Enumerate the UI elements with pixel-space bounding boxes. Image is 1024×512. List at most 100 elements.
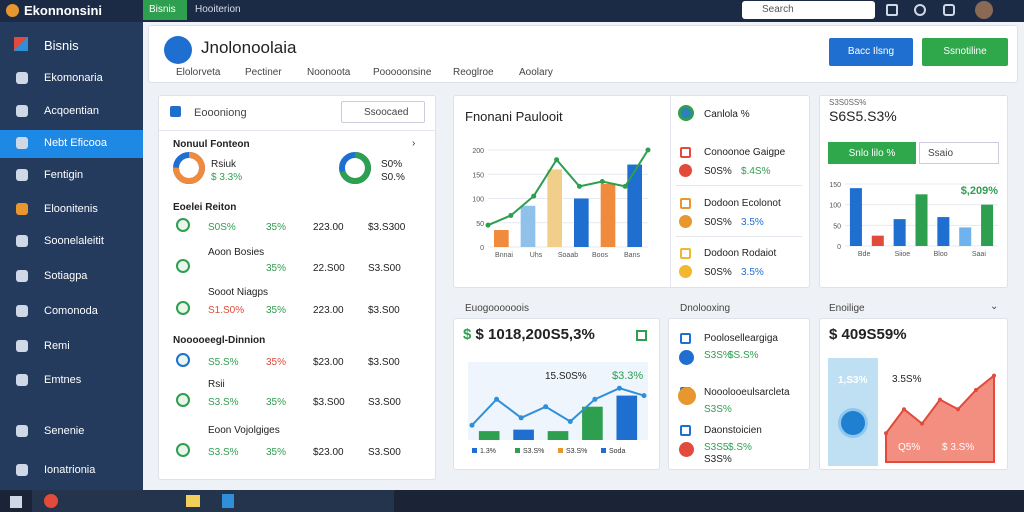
- point: [469, 422, 475, 428]
- nav-item[interactable]: Acqoentian: [44, 105, 100, 117]
- y-tick-label: 150: [472, 172, 484, 179]
- left-panel: [158, 95, 436, 480]
- cell: S0S%: [208, 222, 236, 233]
- logo: [164, 36, 192, 64]
- icon: [680, 425, 691, 436]
- nav-item[interactable]: Comonoda: [44, 305, 98, 317]
- x-tick-label: Bloo: [934, 251, 948, 258]
- point: [938, 397, 942, 402]
- nav-item[interactable]: Emtnes: [44, 374, 82, 386]
- value: $ 3.3%: [211, 172, 243, 183]
- point: [622, 183, 628, 189]
- icon: [14, 37, 28, 51]
- item-value: 3.5%: [741, 217, 764, 228]
- nav-item[interactable]: Eloonitenis: [44, 203, 98, 215]
- avatar[interactable]: [975, 1, 993, 19]
- kpi: $ 409S59%: [829, 326, 907, 343]
- divider: [670, 95, 671, 288]
- icon[interactable]: [914, 4, 926, 16]
- bar: [915, 194, 928, 246]
- line: [487, 149, 649, 227]
- button[interactable]: Snlo lilo %: [828, 142, 916, 164]
- item-value: S3S%: [704, 454, 732, 465]
- icon: [636, 330, 647, 341]
- point: [956, 407, 960, 412]
- nav-item[interactable]: Ekomonaria: [44, 72, 103, 84]
- y-tick-label: 0: [480, 245, 484, 252]
- chevron[interactable]: ⌄: [990, 301, 999, 312]
- panel-icon: [170, 106, 181, 117]
- cell: 223.00: [313, 222, 344, 233]
- kpi: S6S5.S3%: [829, 108, 897, 124]
- section-title: Euogoooooois: [465, 303, 529, 314]
- button[interactable]: Bacc Ilsng: [829, 38, 913, 66]
- legend-label: S3.S%: [566, 448, 587, 455]
- cell: $23.00: [313, 447, 344, 458]
- nav-icon: [16, 270, 28, 282]
- row-icon: [176, 218, 190, 232]
- point: [641, 393, 647, 399]
- nav-item[interactable]: Ionatrionia: [44, 464, 96, 476]
- sidebar-title: Bisnis: [44, 38, 79, 53]
- item-name: Nooolooeulsarcleta: [704, 387, 790, 398]
- icon[interactable]: [943, 4, 955, 16]
- tab[interactable]: Pectiner: [245, 67, 282, 78]
- tab[interactable]: Elolorveta: [176, 67, 221, 78]
- bar: [478, 431, 500, 440]
- tab[interactable]: Bisnis: [143, 0, 187, 20]
- menu[interactable]: Hooiterion: [195, 4, 241, 15]
- nav-icon: [16, 137, 28, 149]
- point: [576, 183, 582, 189]
- bar: [937, 217, 950, 246]
- chart: 0 50 100 150 200 Bnnai Uhs Soaab Boos Bans: [472, 147, 651, 259]
- app-name: Ekonnonsini: [24, 3, 102, 18]
- nav-icon: [16, 425, 28, 437]
- tab[interactable]: Ssaio: [919, 142, 999, 164]
- nav-item[interactable]: Sotiagpa: [44, 270, 88, 282]
- card-title: Fnonani Paulooit: [465, 109, 563, 124]
- nav-item[interactable]: Soonelaleitit: [44, 235, 104, 247]
- icon[interactable]: [886, 4, 898, 16]
- nav-item[interactable]: Senenie: [44, 425, 85, 437]
- cell: $3.S00: [368, 357, 400, 368]
- cell: S3.S00: [368, 397, 401, 408]
- point: [554, 157, 560, 163]
- icon: [678, 105, 694, 121]
- nav-item[interactable]: Fentigin: [44, 169, 84, 181]
- task[interactable]: [32, 490, 394, 512]
- x-tick-label: Bnnai: [495, 252, 513, 259]
- app-icon: [6, 4, 19, 17]
- legend-label: 1.3%: [480, 448, 496, 455]
- select[interactable]: Ssoocaed: [341, 101, 425, 123]
- chevron[interactable]: ›: [412, 138, 416, 149]
- item-value: S0S%: [704, 166, 732, 177]
- point: [592, 396, 598, 402]
- search-box[interactable]: Search: [742, 1, 875, 19]
- point: [992, 373, 996, 378]
- chart-label: 15.S0S%: [545, 371, 587, 382]
- cell: 35%: [266, 222, 287, 233]
- item-value: $S.S%: [728, 350, 759, 361]
- donut-segment: [339, 152, 371, 184]
- legend-swatch: [558, 448, 563, 453]
- nav-item[interactable]: Remi: [44, 340, 70, 352]
- x-tick-label: Siioe: [895, 251, 911, 258]
- point: [616, 385, 622, 391]
- cell: $23.00: [313, 357, 344, 368]
- chart: 0 50 100 150 Bde Siioe Bloo Saai $,209%: [829, 182, 998, 258]
- button[interactable]: Ssnotiline: [922, 38, 1008, 66]
- tab[interactable]: Pooooonsine: [373, 67, 432, 78]
- start[interactable]: [10, 496, 22, 508]
- cell: S3.S00: [368, 447, 401, 458]
- x-tick-label: Soaab: [558, 252, 578, 259]
- value-label: 3.5S%: [892, 374, 922, 385]
- donut-segment: [173, 152, 205, 184]
- icon: [679, 265, 692, 278]
- nav-item[interactable]: Nebt Eficooa: [44, 137, 107, 149]
- cell: S3.S%: [208, 447, 239, 458]
- tab[interactable]: Noonoota: [307, 67, 351, 78]
- item-value: S3S%: [704, 350, 732, 361]
- tab[interactable]: Aoolary: [519, 67, 553, 78]
- bar: [582, 406, 603, 440]
- tab[interactable]: Reoglroe: [453, 67, 494, 78]
